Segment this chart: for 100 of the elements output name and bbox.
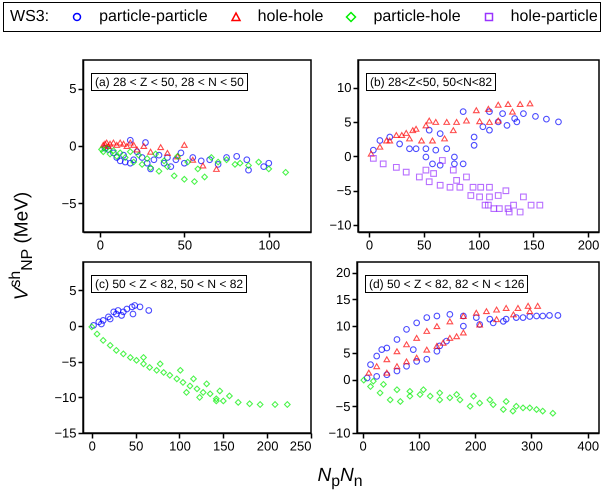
x-tick-label: 50 xyxy=(178,238,192,252)
point xyxy=(463,174,470,180)
point xyxy=(140,354,147,361)
point xyxy=(410,346,417,354)
point xyxy=(504,122,510,129)
point xyxy=(460,322,467,330)
point xyxy=(510,202,517,209)
point xyxy=(436,396,444,404)
point xyxy=(194,166,202,172)
point xyxy=(403,326,410,333)
point xyxy=(434,323,440,330)
point xyxy=(103,140,110,146)
point xyxy=(232,160,238,168)
point xyxy=(130,310,136,318)
x-tick-label: 50 xyxy=(416,238,432,252)
point xyxy=(426,118,433,124)
point xyxy=(533,312,540,320)
point xyxy=(186,382,194,390)
point xyxy=(102,140,108,147)
point xyxy=(406,135,413,142)
point xyxy=(453,177,460,184)
point xyxy=(396,140,404,148)
point xyxy=(172,156,180,164)
point xyxy=(157,144,164,150)
y-tick-label: 5 xyxy=(344,114,352,130)
point xyxy=(463,118,470,124)
point xyxy=(134,148,140,156)
point xyxy=(429,137,436,144)
point xyxy=(423,314,430,321)
point xyxy=(376,137,384,144)
point xyxy=(167,163,174,170)
point xyxy=(502,304,510,311)
point xyxy=(260,163,268,170)
point xyxy=(95,318,102,326)
x-tick-label: 150 xyxy=(212,438,235,454)
y-tick-label: 0 xyxy=(69,318,76,334)
y-tick-label: 15 xyxy=(336,292,350,307)
point xyxy=(486,118,493,125)
point xyxy=(246,400,253,408)
point xyxy=(394,386,400,394)
point xyxy=(493,316,500,322)
point xyxy=(130,142,138,148)
point xyxy=(134,146,140,152)
point xyxy=(113,142,120,148)
point xyxy=(460,330,467,336)
y-tick-label: −5 xyxy=(62,196,76,211)
point xyxy=(198,158,205,164)
point xyxy=(112,310,120,318)
point xyxy=(446,334,454,341)
point xyxy=(520,404,526,412)
point xyxy=(256,401,264,408)
y-tick-label: −5 xyxy=(336,398,350,414)
point xyxy=(482,202,488,209)
point xyxy=(194,385,200,392)
point xyxy=(272,401,278,408)
point xyxy=(436,130,444,137)
point xyxy=(360,376,368,384)
point xyxy=(373,372,380,380)
point xyxy=(153,366,160,374)
point xyxy=(472,107,480,114)
point xyxy=(180,160,188,167)
point xyxy=(429,160,436,168)
point xyxy=(376,390,384,396)
point xyxy=(420,386,427,394)
point xyxy=(512,314,520,321)
point xyxy=(456,184,464,191)
point xyxy=(160,369,168,376)
point xyxy=(145,307,152,314)
point xyxy=(502,187,510,194)
point xyxy=(470,134,478,140)
point xyxy=(373,352,380,360)
point xyxy=(543,116,550,123)
x-tick-label: 150 xyxy=(522,238,545,252)
point xyxy=(383,356,390,362)
point xyxy=(367,383,374,390)
point xyxy=(418,137,425,144)
point xyxy=(183,389,190,396)
point xyxy=(383,371,390,378)
y-tick-label: 5 xyxy=(69,283,76,298)
point xyxy=(441,135,448,142)
point xyxy=(133,356,140,364)
y-tick-label: −10 xyxy=(54,390,76,405)
point xyxy=(386,396,394,404)
point xyxy=(476,118,483,124)
point xyxy=(160,160,168,167)
point xyxy=(472,314,480,321)
point xyxy=(524,302,532,309)
legend-label: particle-hole xyxy=(373,8,461,26)
point xyxy=(208,154,215,161)
point xyxy=(376,144,384,150)
point xyxy=(126,140,134,146)
point xyxy=(126,160,134,167)
point xyxy=(130,156,138,164)
point xyxy=(432,146,440,154)
point xyxy=(546,312,553,319)
point xyxy=(460,108,467,115)
point xyxy=(483,308,490,314)
point xyxy=(451,160,458,168)
point xyxy=(156,360,164,368)
x-axis-title: N$_{p}$N$_{n}$ xyxy=(317,465,363,490)
